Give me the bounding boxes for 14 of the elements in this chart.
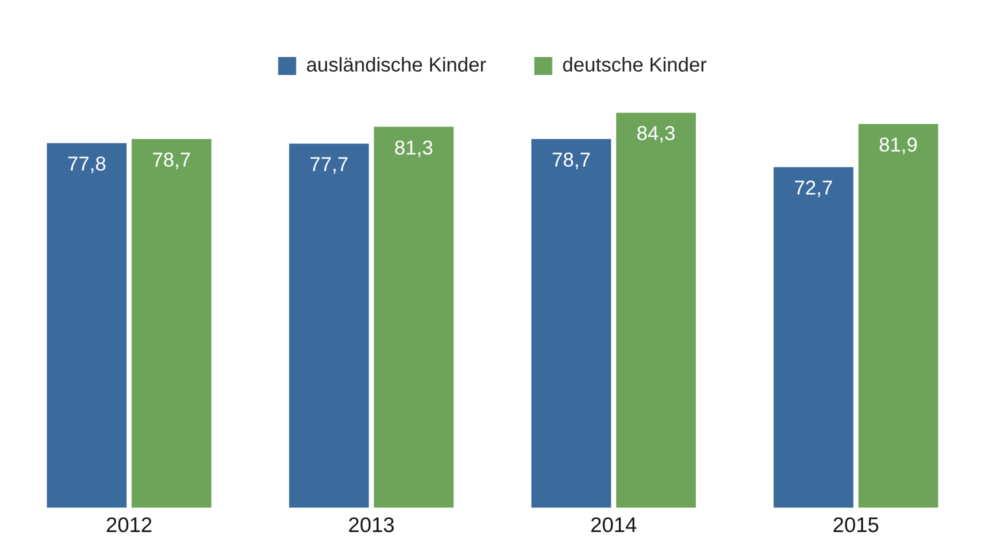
data-label: 84,3 — [636, 123, 676, 146]
data-label: 78,7 — [152, 149, 191, 172]
legend-label: deutsche Kinder — [562, 54, 708, 77]
data-label: 72,7 — [794, 178, 833, 200]
data-label: 77,7 — [310, 154, 348, 176]
x-tick-label: 2013 — [348, 514, 395, 538]
x-tick-label: 2012 — [106, 514, 152, 538]
data-label: 78,7 — [552, 149, 591, 172]
data-label: 81,9 — [878, 134, 918, 156]
data-label: 81,3 — [394, 137, 434, 160]
legend-label: ausländische Kinder — [306, 54, 487, 77]
x-tick-label: 2015 — [832, 514, 880, 538]
data-label: 77,8 — [67, 154, 106, 176]
x-tick-label: 2014 — [590, 514, 638, 538]
